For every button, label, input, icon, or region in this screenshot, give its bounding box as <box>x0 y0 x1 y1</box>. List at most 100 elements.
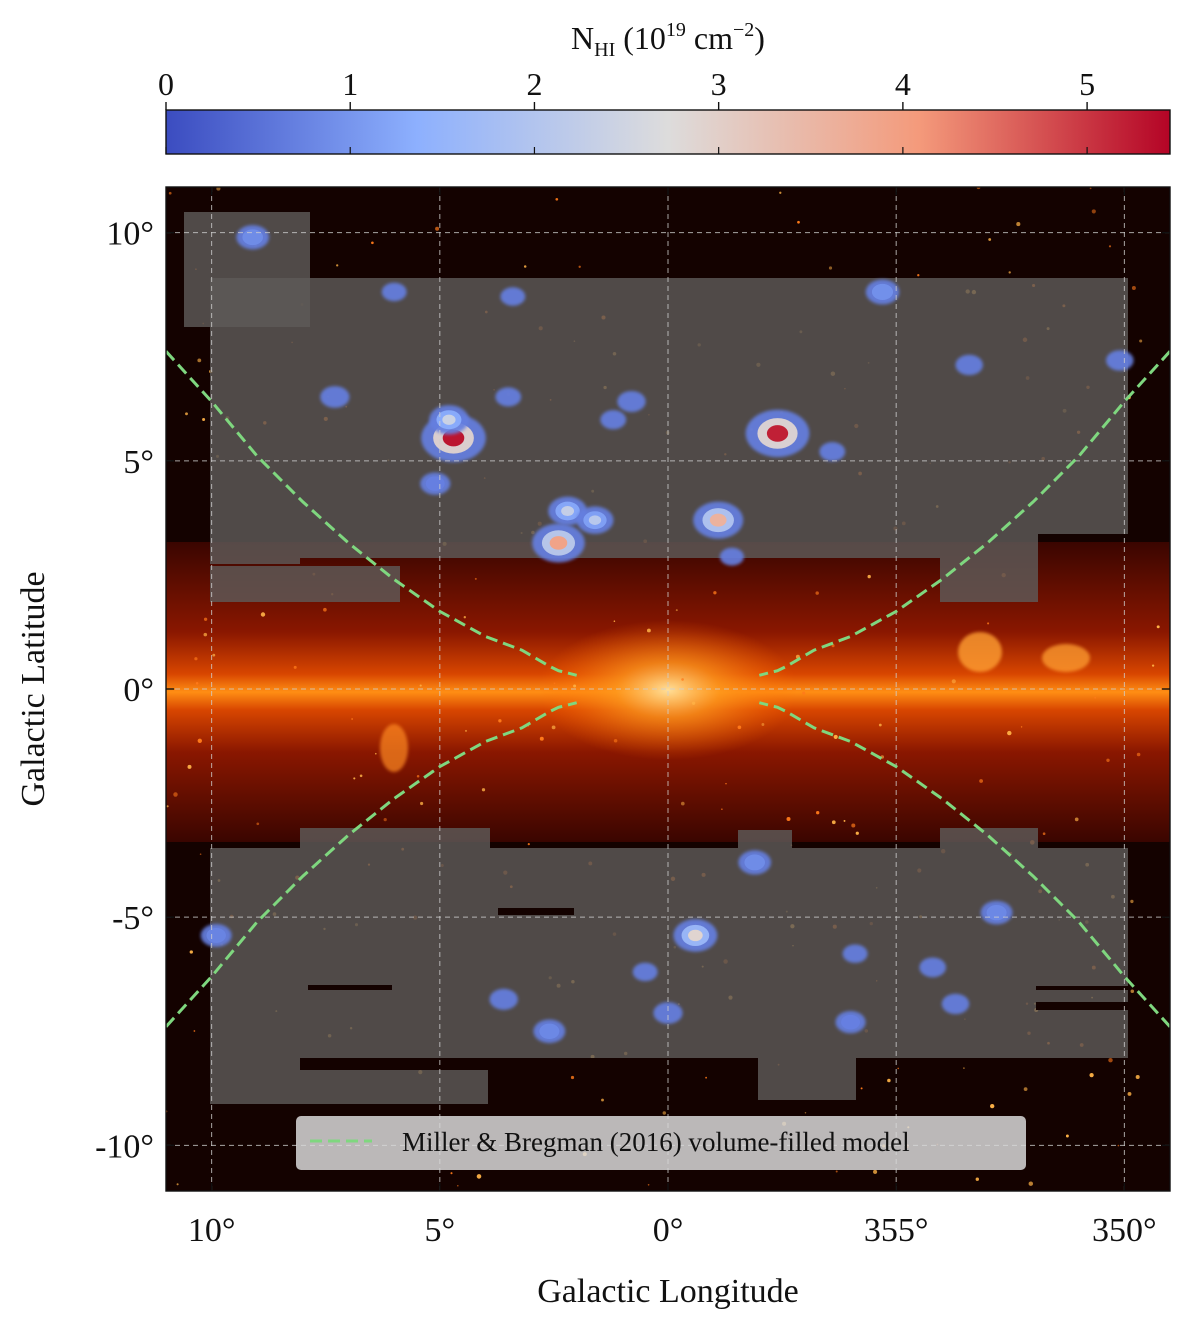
star <box>194 657 198 661</box>
hi-cloud-core <box>688 929 703 942</box>
star <box>203 632 208 637</box>
star <box>705 1076 707 1079</box>
star <box>1094 696 1097 699</box>
hi-cloud-outer <box>819 442 846 462</box>
star <box>416 774 420 778</box>
star <box>539 736 544 741</box>
survey-footprint <box>184 212 1128 1104</box>
star <box>1008 271 1011 274</box>
footprint-tile <box>210 848 1128 1058</box>
star <box>833 734 838 739</box>
star <box>713 591 717 595</box>
star <box>420 801 424 806</box>
star <box>647 1183 650 1186</box>
star <box>474 577 477 580</box>
star <box>855 831 859 835</box>
footprint-tile <box>210 1070 488 1104</box>
star <box>897 1067 899 1070</box>
hi-cloud <box>653 1002 683 1024</box>
hi-cloud <box>533 1019 566 1044</box>
colorbar-tick-label: 3 <box>711 66 727 102</box>
star <box>737 725 742 730</box>
footprint-tile <box>210 278 1128 534</box>
star <box>786 817 791 821</box>
hi-cloud-outer <box>842 944 868 963</box>
hi-cloud <box>500 287 526 306</box>
hi-cloud <box>576 506 614 534</box>
hi-cloud <box>495 387 522 407</box>
colorbar-ticks: 0 1 2 3 4 5 <box>158 66 1095 154</box>
star <box>371 241 374 245</box>
hi-cloud-outer <box>600 410 627 430</box>
colorbar-tick-label: 2 <box>526 66 542 102</box>
star <box>1007 730 1012 736</box>
star <box>464 729 468 732</box>
star <box>353 777 356 780</box>
hi-cloud <box>532 523 585 563</box>
hi-cloud-mid <box>986 904 1007 921</box>
hi-cloud-outer <box>653 1002 683 1024</box>
star <box>1074 817 1079 822</box>
colorbar-tick-label: 5 <box>1079 66 1095 102</box>
star <box>457 1185 459 1187</box>
hi-cloud <box>600 410 627 430</box>
star <box>498 719 502 723</box>
hi-cloud <box>200 923 232 947</box>
footprint-gap <box>1036 986 1128 990</box>
legend: Miller & Bregman (2016) volume-filled mo… <box>296 1116 1026 1170</box>
star <box>1156 625 1160 629</box>
hi-cloud <box>919 957 947 978</box>
star <box>613 739 618 743</box>
star <box>979 779 983 783</box>
hi-cloud-mid <box>242 229 264 246</box>
footprint-tile <box>940 558 1038 602</box>
star <box>189 950 193 954</box>
star <box>336 264 339 267</box>
star <box>1151 664 1155 667</box>
hi-cloud <box>738 850 772 875</box>
star <box>675 609 678 612</box>
hi-cloud-core <box>561 505 575 517</box>
star <box>375 752 377 755</box>
star <box>203 617 208 621</box>
legend-label: Miller & Bregman (2016) volume-filled mo… <box>402 1127 910 1157</box>
star <box>168 191 172 195</box>
colorbar-tick-label: 4 <box>895 66 911 102</box>
hi-cloud-outer <box>632 962 658 982</box>
hi-cloud-outer <box>500 287 526 306</box>
hi-cloud-core <box>709 513 727 527</box>
hi-cloud-mid <box>206 927 226 943</box>
star <box>1117 1144 1120 1147</box>
star <box>173 792 178 797</box>
star <box>873 1169 878 1174</box>
colorbar-label: NHI (1019 cm−2) <box>571 19 765 61</box>
star <box>1065 1134 1069 1138</box>
star <box>1016 222 1021 227</box>
footprint-tile <box>210 566 400 602</box>
hi-cloud-core <box>588 515 602 525</box>
star <box>860 1087 863 1090</box>
footprint-tile <box>210 1058 300 1070</box>
star <box>681 678 684 681</box>
hi-cloud-outer <box>941 993 970 1015</box>
footprint-tile <box>738 830 792 848</box>
star <box>990 1103 995 1109</box>
star <box>578 265 581 268</box>
footprint-gaps <box>308 908 1128 1066</box>
x-tick-label: 350° <box>1092 1212 1157 1249</box>
y-axis-label: Galactic Latitude <box>15 571 52 806</box>
hi-cloud <box>489 988 518 1010</box>
hi-cloud <box>673 919 718 952</box>
star <box>419 684 422 687</box>
star <box>882 686 884 688</box>
star <box>1136 752 1141 757</box>
star <box>1028 1181 1034 1186</box>
hi-cloud <box>320 386 350 408</box>
star <box>867 574 871 579</box>
star <box>202 417 206 422</box>
star <box>435 226 440 231</box>
star <box>917 274 920 277</box>
hi-cloud <box>842 944 868 963</box>
model-curve-branch <box>758 350 1170 677</box>
